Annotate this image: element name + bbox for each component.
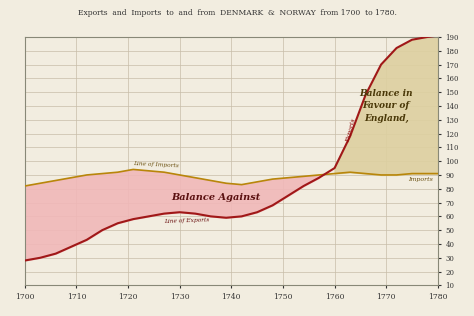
Text: Exports  and  Imports  to  and  from  DENMARK  &  NORWAY  from 1700  to 1780.: Exports and Imports to and from DENMARK … bbox=[78, 9, 396, 17]
Text: Exports: Exports bbox=[345, 118, 356, 143]
Text: Balance in
Favour of
England,: Balance in Favour of England, bbox=[359, 89, 413, 123]
Text: Balance Against: Balance Against bbox=[171, 192, 260, 202]
Text: Imports: Imports bbox=[408, 177, 433, 182]
Text: Line of Exports: Line of Exports bbox=[164, 218, 210, 224]
Text: Line of Imports: Line of Imports bbox=[133, 161, 179, 168]
